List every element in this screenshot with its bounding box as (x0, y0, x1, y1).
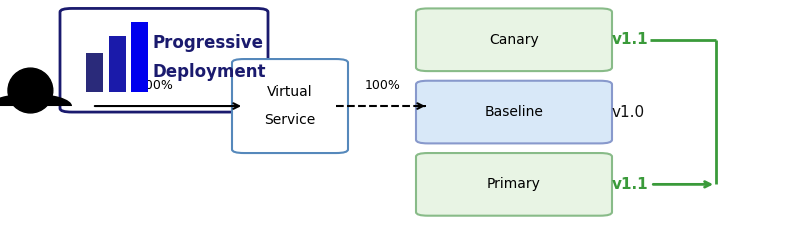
Bar (131, 22, 148, 92)
Ellipse shape (8, 68, 53, 113)
FancyBboxPatch shape (60, 8, 268, 112)
Text: v1.1: v1.1 (612, 177, 649, 192)
Text: v1.0: v1.0 (612, 105, 645, 120)
Text: Baseline: Baseline (485, 105, 543, 119)
FancyBboxPatch shape (416, 153, 612, 216)
Bar (86, 54, 103, 92)
Text: Virtual: Virtual (267, 85, 313, 99)
FancyBboxPatch shape (232, 59, 348, 153)
Text: Deployment: Deployment (152, 63, 266, 81)
Bar (109, 36, 126, 92)
Text: Progressive: Progressive (152, 34, 263, 52)
Wedge shape (0, 94, 72, 106)
Text: Primary: Primary (487, 177, 541, 191)
Text: 100%: 100% (365, 79, 400, 92)
FancyBboxPatch shape (416, 8, 612, 71)
Text: Canary: Canary (489, 33, 539, 47)
FancyBboxPatch shape (416, 81, 612, 143)
Text: 100%: 100% (138, 79, 174, 92)
Text: Service: Service (264, 114, 316, 127)
Text: v1.1: v1.1 (612, 32, 649, 47)
